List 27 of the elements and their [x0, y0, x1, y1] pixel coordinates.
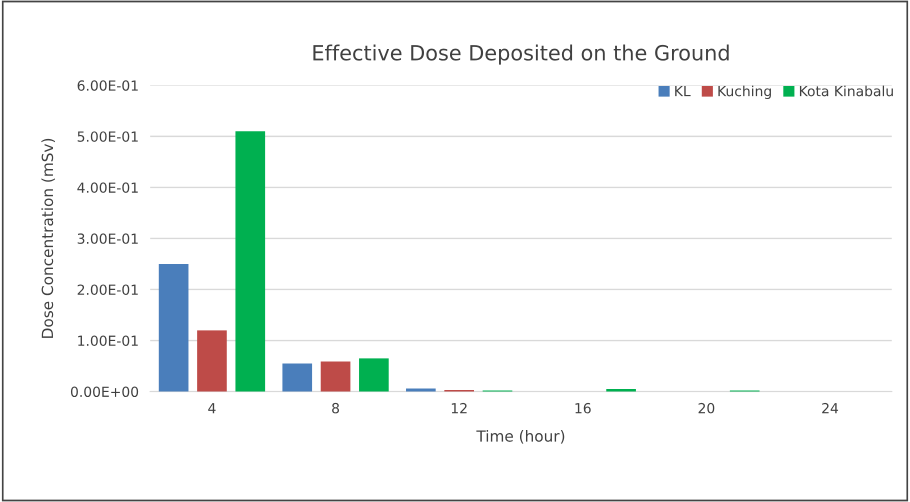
legend-label: KL — [675, 86, 691, 96]
y-tick-label: 0.00E+00 — [70, 386, 138, 398]
x-tick-label: 24 — [822, 402, 838, 414]
x-axis-title: Time (hour) — [476, 430, 564, 444]
bar — [158, 264, 188, 392]
y-tick-label: 5.00E-01 — [78, 131, 138, 142]
x-tick-label: 16 — [575, 402, 591, 414]
bar — [197, 330, 227, 392]
legend-label: Kuching — [718, 86, 771, 100]
y-tick-label: 1.00E-01 — [78, 335, 138, 346]
x-tick-label: 12 — [452, 402, 467, 414]
legend-label: Kota Kinabalu — [800, 86, 893, 96]
bar — [359, 358, 389, 392]
y-tick-label: 4.00E-01 — [77, 182, 138, 193]
bar — [606, 389, 636, 392]
chart-title: Effective Dose Deposited on the Ground — [313, 44, 729, 65]
y-axis-title: Dose Concentration (mSv) — [41, 138, 55, 338]
y-tick-label: 6.00E-01 — [78, 80, 138, 91]
y-tick-label: 2.00E-01 — [78, 284, 138, 295]
x-tick-label: 4 — [208, 403, 216, 414]
x-tick-label: 20 — [698, 402, 714, 414]
bar — [320, 361, 350, 392]
bar — [406, 388, 436, 392]
bar — [282, 363, 312, 392]
y-tick-label: 3.00E-01 — [78, 233, 138, 244]
x-tick-label: 8 — [332, 402, 340, 414]
bar — [235, 131, 266, 392]
